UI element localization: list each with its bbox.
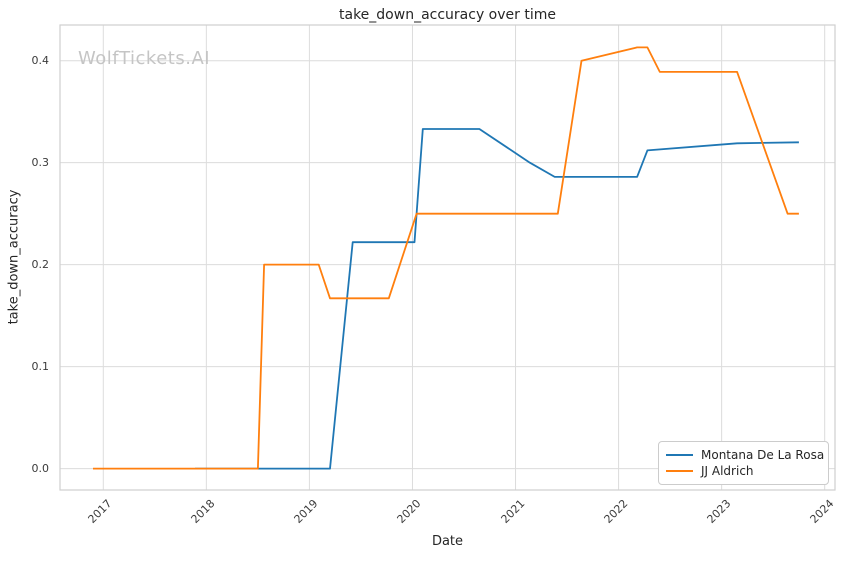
y-tick-label: 0.3 [31,155,50,169]
y-tick-label: 0.4 [31,53,50,67]
watermark: WolfTickets.AI [78,48,211,69]
legend-label: Montana De La Rosa [701,448,825,462]
line-sample-icon [666,454,693,456]
x-axis-label: Date [431,534,464,549]
y-tick-label: 0.0 [31,461,50,475]
y-tick-label: 0.2 [31,257,50,271]
y-tick-label: 0.1 [31,359,50,373]
legend-label: JJ Aldrich [701,464,754,478]
series-line-jj-aldrich [93,46,799,470]
series-line-montana-de-la-rosa [195,128,799,470]
legend-row: JJ Aldrich [666,463,820,479]
plot-border [59,24,836,491]
legend-row: Montana De La Rosa [666,447,824,463]
line-sample-icon [666,470,693,472]
y-axis-label: take_down_accuracy [6,189,22,325]
legend: Montana De La Rosa JJ Aldrich [658,441,829,485]
chart-title: take_down_accuracy over time [339,7,556,23]
